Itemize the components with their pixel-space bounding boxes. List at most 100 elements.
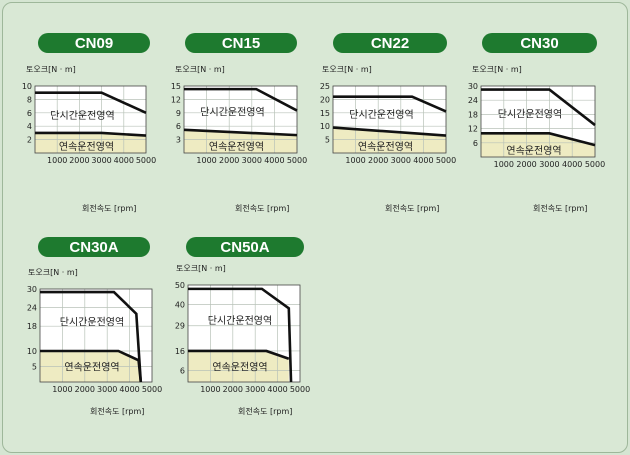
continuous-region-label: 연속운전영역 (212, 361, 267, 373)
chart-title: CN22 (371, 35, 409, 52)
y-tick-label: 4 (27, 122, 32, 131)
plot-border (183, 85, 298, 154)
x-tick-label: 1000 (345, 156, 365, 165)
y-tick-label: 24 (468, 96, 478, 105)
y-tick-label: 30 (27, 285, 37, 294)
plot-border (34, 85, 147, 154)
continuous-region-fill (184, 129, 297, 153)
y-axis-label: 토오크[N · m] (322, 65, 372, 74)
x-tick-label: 3000 (91, 156, 111, 165)
continuous-region-label: 연속운전영역 (64, 362, 119, 374)
x-tick-label: 5000 (585, 160, 605, 169)
y-tick-label: 20 (320, 95, 330, 104)
y-tick-label: 15 (320, 109, 330, 118)
intermittent-region-label: 단시간운전영역 (200, 106, 264, 118)
continuous-torque-curve (481, 132, 596, 147)
x-tick-label: 2000 (516, 160, 536, 169)
x-tick-label: 2000 (69, 156, 89, 165)
y-tick-label: 16 (175, 347, 185, 356)
x-tick-label: 2000 (223, 385, 243, 394)
x-tick-label: 2000 (75, 385, 95, 394)
x-tick-label: 5000 (436, 156, 456, 165)
intermittent-torque-curve (333, 95, 447, 113)
chart-2: CN22 토오크[N · m] 5 10 15 20 25 1000 2000 3000 4000 5… (320, 33, 456, 213)
intermittent-torque-curve (184, 87, 298, 112)
intermittent-torque-curve (40, 290, 143, 383)
x-tick-label: 2000 (368, 156, 388, 165)
x-tick-label: 3000 (391, 156, 411, 165)
chart-3: CN30 토오크[N · m] 6 12 18 24 30 1000 2000 3000 4000 5… (468, 33, 605, 213)
plot-border (332, 85, 447, 154)
x-tick-label: 1000 (494, 160, 514, 169)
y-tick-label: 25 (320, 82, 330, 91)
chart-title-pill (186, 237, 304, 257)
x-tick-label: 3000 (242, 156, 262, 165)
y-tick-label: 30 (468, 82, 478, 91)
intermittent-region-label: 단시간운전영역 (498, 108, 562, 120)
y-tick-label: 2 (27, 136, 32, 145)
intermittent-region-label: 단시간운전영역 (50, 110, 114, 122)
chart-0: CN09 토오크[N · m] 2 4 6 8 10 1000 2000 3000 4000 5000… (22, 33, 156, 213)
y-tick-label: 3 (176, 136, 181, 145)
x-axis-label: 회전속도 [rpm] (533, 203, 587, 213)
x-tick-label: 5000 (142, 385, 162, 394)
y-tick-label: 8 (27, 95, 32, 104)
x-tick-label: 4000 (267, 385, 287, 394)
y-tick-label: 10 (22, 82, 32, 91)
y-tick-label: 10 (320, 122, 330, 131)
x-axis-label: 회전속도 [rpm] (235, 203, 289, 213)
y-tick-label: 6 (27, 109, 32, 118)
x-tick-label: 1000 (200, 385, 220, 394)
y-tick-label: 12 (468, 125, 478, 134)
chart-title: CN15 (222, 35, 260, 52)
chart-title: CN09 (75, 35, 113, 52)
y-tick-label: 5 (325, 136, 330, 145)
chart-title-pill (38, 237, 150, 257)
x-tick-label: 4000 (413, 156, 433, 165)
continuous-torque-curve (40, 349, 143, 383)
y-tick-label: 10 (27, 347, 37, 356)
x-tick-label: 2000 (219, 156, 239, 165)
y-axis-label: 토오크[N · m] (176, 264, 226, 273)
y-tick-label: 6 (176, 122, 181, 131)
y-tick-label: 29 (175, 322, 185, 331)
x-tick-label: 3000 (539, 160, 559, 169)
continuous-region-label: 연속운전영역 (358, 141, 413, 153)
x-axis-label: 회전속도 [rpm] (82, 203, 136, 213)
chart-5: CN50A 토오크[N · m] 6 16 29 40 50 1000 2000 3000 4000… (175, 237, 310, 416)
x-axis-label: 회전속도 [rpm] (90, 406, 144, 416)
continuous-region-label: 연속운전영역 (59, 141, 114, 153)
continuous-torque-curve (188, 349, 290, 360)
plot-border (187, 284, 301, 383)
intermittent-region-label: 단시간운전영역 (60, 317, 124, 329)
x-tick-label: 3000 (245, 385, 265, 394)
y-axis-label: 토오크[N · m] (28, 268, 78, 277)
chart-1: CN15 토오크[N · m] 3 6 9 12 15 1000 2000 3000 4000 500… (171, 33, 307, 213)
x-tick-label: 1000 (52, 385, 72, 394)
x-tick-label: 4000 (114, 156, 134, 165)
x-tick-label: 5000 (287, 156, 307, 165)
y-tick-label: 40 (175, 300, 185, 309)
x-tick-label: 5000 (136, 156, 156, 165)
chart-title: CN50A (220, 239, 269, 256)
y-tick-label: 18 (468, 110, 478, 119)
continuous-region-label: 연속운전영역 (209, 141, 264, 153)
intermittent-torque-curve (188, 287, 293, 383)
x-tick-label: 3000 (97, 385, 117, 394)
plot-border (480, 85, 596, 158)
x-tick-label: 4000 (562, 160, 582, 169)
chart-title-pill (482, 33, 597, 53)
continuous-region-fill (481, 133, 595, 157)
continuous-region-label: 연속운전영역 (506, 145, 561, 157)
y-axis-label: 토오크[N · m] (26, 65, 76, 74)
chart-title: CN30A (69, 239, 118, 256)
intermittent-region-label: 단시간운전영역 (208, 315, 272, 327)
y-axis-label: 토오크[N · m] (472, 65, 522, 74)
chart-title-pill (38, 33, 150, 53)
x-tick-label: 5000 (290, 385, 310, 394)
y-tick-label: 6 (180, 366, 185, 375)
y-tick-label: 9 (176, 109, 181, 118)
intermittent-torque-curve (35, 91, 147, 114)
y-tick-label: 24 (27, 304, 37, 313)
continuous-torque-curve (332, 126, 447, 137)
